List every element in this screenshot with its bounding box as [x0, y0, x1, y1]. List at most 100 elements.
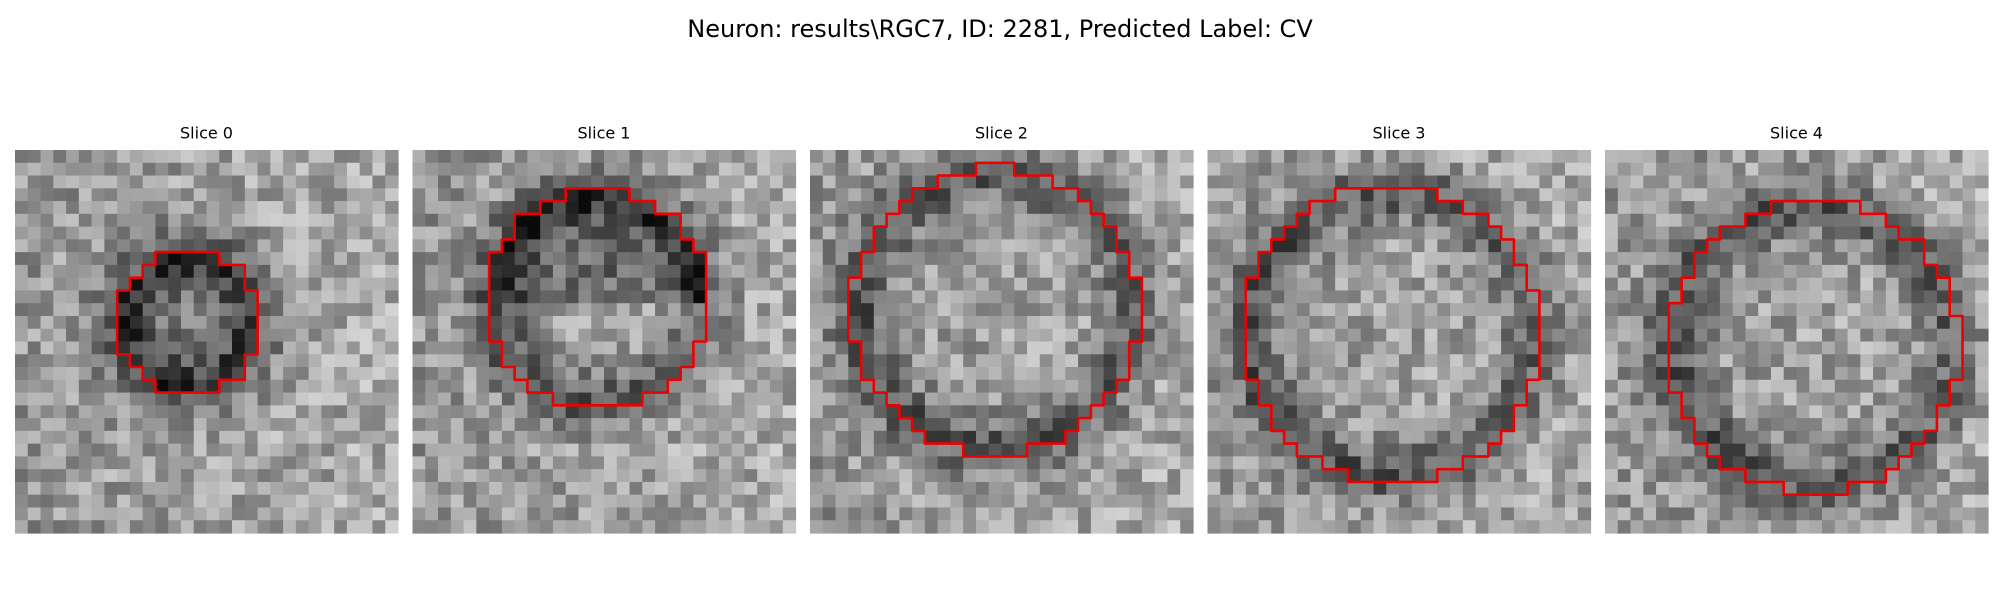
pixel	[1271, 175, 1285, 189]
pixel	[1116, 469, 1130, 483]
pixel	[1924, 392, 1938, 406]
pixel	[822, 456, 837, 470]
pixel	[1296, 392, 1311, 406]
pixel	[66, 150, 80, 164]
pixel	[1924, 341, 1938, 355]
pixel	[988, 469, 1003, 483]
pixel	[937, 507, 952, 521]
pixel	[1822, 367, 1836, 381]
pixel	[731, 162, 746, 177]
pixel	[937, 162, 952, 177]
pixel	[1552, 507, 1566, 521]
pixel	[1834, 494, 1849, 509]
pixel	[385, 239, 399, 253]
pixel	[1694, 264, 1708, 279]
pixel	[822, 379, 837, 394]
pixel	[1783, 315, 1798, 330]
pixel	[1258, 354, 1272, 368]
pixel	[1873, 418, 1887, 432]
pixel	[1526, 150, 1541, 164]
pixel	[1617, 303, 1632, 317]
pixel	[78, 213, 93, 228]
pixel	[1847, 188, 1861, 202]
pixel	[1834, 150, 1849, 164]
pixel	[604, 213, 618, 228]
pixel	[412, 418, 426, 432]
pixel	[835, 456, 849, 470]
pixel	[1220, 175, 1234, 189]
pixel	[1758, 303, 1772, 317]
pixel	[1936, 456, 1951, 470]
pixel	[1462, 443, 1477, 457]
pixel	[206, 469, 220, 483]
pixel	[950, 507, 964, 521]
pixel	[604, 379, 618, 394]
pixel	[1475, 201, 1489, 215]
pixel	[193, 239, 208, 253]
pixel	[66, 315, 80, 330]
pixel	[425, 252, 439, 266]
pixel	[1322, 315, 1336, 330]
pixel	[168, 315, 182, 330]
pixel	[1898, 290, 1912, 304]
pixel	[1681, 277, 1695, 292]
pixel	[1643, 443, 1657, 457]
pixel	[642, 354, 656, 368]
pixel	[1526, 303, 1541, 317]
pixel	[1065, 469, 1079, 483]
pixel	[655, 328, 669, 343]
pixel	[155, 328, 169, 343]
pixel	[680, 188, 694, 202]
pixel	[810, 520, 824, 534]
pixel	[1141, 443, 1156, 457]
pixel	[129, 175, 144, 189]
pixel	[937, 201, 952, 215]
pixel	[168, 175, 182, 189]
pixel	[1911, 303, 1925, 317]
pixel	[655, 456, 669, 470]
pixel	[950, 354, 964, 368]
pixel	[1103, 303, 1117, 317]
pixel	[1220, 443, 1234, 457]
pixel	[1719, 379, 1734, 394]
pixel	[655, 520, 669, 534]
pixel	[501, 277, 516, 292]
pixel	[565, 456, 580, 470]
pixel	[1090, 418, 1105, 432]
pixel	[1245, 418, 1260, 432]
pixel	[15, 367, 29, 381]
pixel	[78, 405, 93, 419]
pixel	[270, 239, 284, 253]
pixel	[1271, 252, 1285, 266]
pixel	[1220, 469, 1234, 483]
pixel	[168, 430, 182, 445]
pixel	[835, 162, 849, 177]
pixel	[321, 507, 335, 521]
pixel	[346, 507, 361, 521]
pixel	[642, 520, 656, 534]
pixel	[1271, 354, 1285, 368]
pixel	[1873, 303, 1887, 317]
pixel	[1271, 290, 1285, 304]
pixel	[1707, 201, 1721, 215]
pixel	[1027, 252, 1041, 266]
pixel	[1309, 290, 1323, 304]
pixel	[540, 264, 554, 279]
pixel	[40, 341, 54, 355]
pixel	[1296, 303, 1311, 317]
pixel	[988, 392, 1003, 406]
pixel	[1141, 264, 1156, 279]
pixel	[861, 277, 875, 292]
pixel	[1296, 290, 1311, 304]
pixel	[1911, 175, 1925, 189]
pixel	[334, 405, 348, 419]
pixel	[40, 418, 54, 432]
pixel	[1936, 418, 1951, 432]
pixel	[1052, 520, 1066, 534]
pixel	[886, 405, 900, 419]
pixel	[604, 226, 618, 240]
pixel	[963, 264, 977, 279]
pixel	[180, 315, 195, 330]
pixel	[1758, 443, 1772, 457]
